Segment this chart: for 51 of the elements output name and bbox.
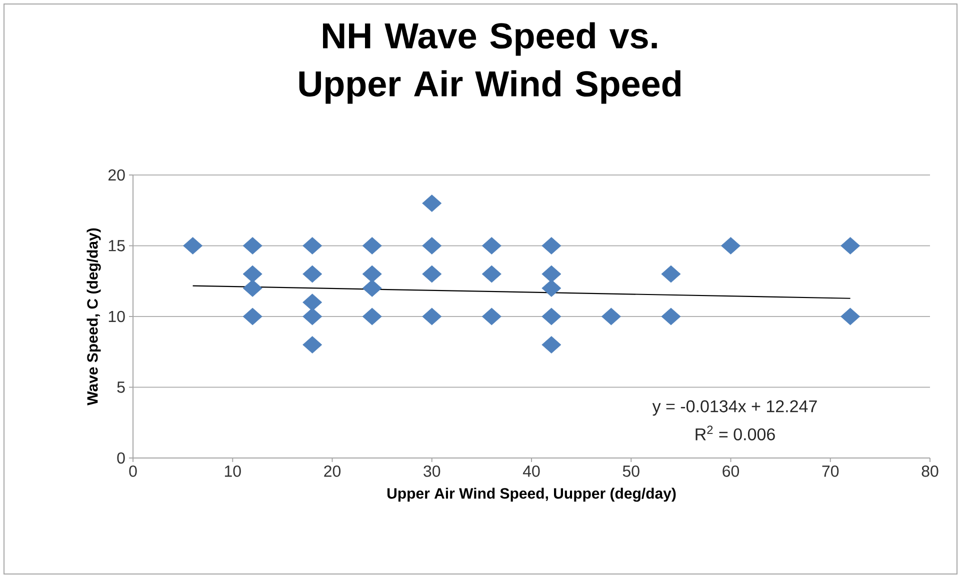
point	[422, 265, 442, 283]
y-tick-label: 10	[108, 310, 125, 322]
annotation: y = -0.0134x + 12.247	[652, 400, 817, 416]
point	[302, 336, 322, 354]
point	[362, 237, 382, 254]
x-tick-label: 60	[722, 466, 740, 477]
point	[661, 265, 681, 283]
point	[362, 308, 382, 326]
point	[720, 237, 741, 254]
point	[242, 308, 262, 326]
y-tick-label: 0	[117, 452, 125, 464]
point	[542, 237, 562, 254]
point	[242, 265, 262, 283]
y-tick-label: 20	[108, 169, 125, 181]
x-tick-label: 30	[424, 466, 440, 477]
x-tick-label: 10	[224, 466, 241, 477]
point	[542, 265, 562, 283]
y-tick-label: 15	[108, 240, 125, 252]
y-axis-title: Wave Speed, C (deg/day)	[86, 228, 101, 406]
x-tick-label: 40	[522, 466, 540, 477]
point	[302, 308, 322, 326]
x-tick-label: 20	[324, 466, 341, 477]
point	[422, 308, 442, 326]
point	[422, 237, 442, 254]
point	[242, 279, 262, 297]
point	[242, 237, 262, 254]
x-axis-title: Upper Air Wind Speed, Uupper (deg/day)	[387, 488, 676, 502]
x-tick-label: 0	[129, 466, 137, 477]
point	[482, 308, 502, 326]
annotation: R$^{2}$ = 0.006	[696, 426, 775, 440]
point	[302, 237, 322, 254]
point	[302, 294, 322, 312]
point	[422, 194, 442, 212]
point	[661, 308, 681, 326]
y-tick-label: 5	[117, 382, 125, 393]
point	[840, 237, 860, 254]
x-tick-label: 70	[822, 466, 839, 477]
point	[302, 265, 322, 283]
point	[362, 279, 382, 297]
x-tick-label: 50	[622, 466, 640, 477]
x-tick-label: 80	[922, 466, 938, 477]
point	[362, 265, 382, 283]
point	[482, 237, 502, 254]
point	[542, 279, 562, 297]
point	[542, 308, 562, 326]
point	[482, 265, 502, 283]
point	[183, 237, 203, 254]
point	[542, 336, 562, 354]
point	[601, 308, 621, 326]
chart-title: NH Wave Speed vs. Upper Air Wind Speed	[299, 22, 680, 104]
point	[840, 308, 860, 326]
